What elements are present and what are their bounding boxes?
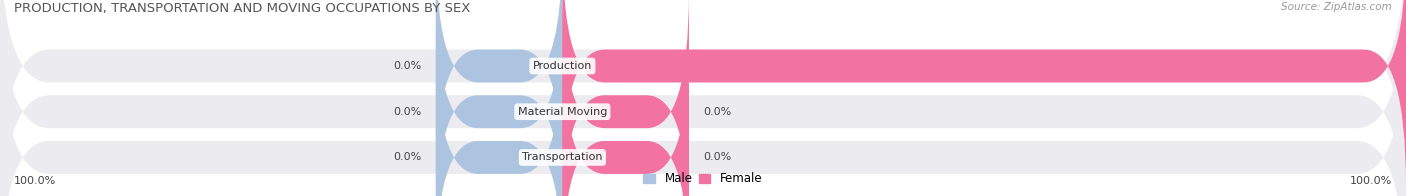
Text: Production: Production: [533, 61, 592, 71]
Text: 100.0%: 100.0%: [14, 176, 56, 186]
Text: Material Moving: Material Moving: [517, 107, 607, 117]
FancyBboxPatch shape: [0, 14, 1406, 196]
FancyBboxPatch shape: [562, 37, 689, 196]
FancyBboxPatch shape: [436, 0, 562, 187]
Text: 100.0%: 100.0%: [1350, 176, 1392, 186]
Text: PRODUCTION, TRANSPORTATION AND MOVING OCCUPATIONS BY SEX: PRODUCTION, TRANSPORTATION AND MOVING OC…: [14, 2, 471, 15]
FancyBboxPatch shape: [436, 37, 562, 196]
Text: 0.0%: 0.0%: [703, 107, 731, 117]
Text: Transportation: Transportation: [522, 152, 603, 162]
Text: 0.0%: 0.0%: [394, 61, 422, 71]
FancyBboxPatch shape: [436, 0, 562, 196]
Text: 0.0%: 0.0%: [394, 107, 422, 117]
Text: 0.0%: 0.0%: [394, 152, 422, 162]
Legend: Male, Female: Male, Female: [638, 168, 768, 190]
Text: 0.0%: 0.0%: [703, 152, 731, 162]
Text: Source: ZipAtlas.com: Source: ZipAtlas.com: [1281, 2, 1392, 12]
FancyBboxPatch shape: [562, 0, 689, 196]
FancyBboxPatch shape: [562, 0, 1406, 187]
